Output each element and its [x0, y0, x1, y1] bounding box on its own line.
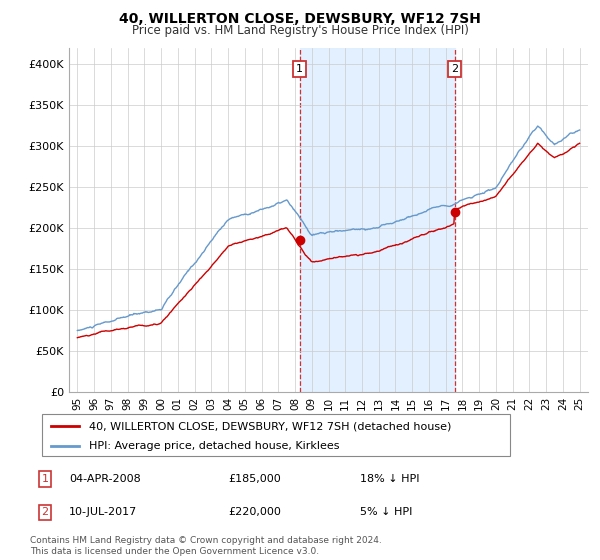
Text: 5% ↓ HPI: 5% ↓ HPI [360, 507, 412, 517]
Text: Contains HM Land Registry data © Crown copyright and database right 2024.
This d: Contains HM Land Registry data © Crown c… [30, 536, 382, 556]
Text: 1: 1 [296, 64, 303, 74]
Text: 1: 1 [41, 474, 49, 484]
Text: 2: 2 [451, 64, 458, 74]
Text: £185,000: £185,000 [228, 474, 281, 484]
Text: 10-JUL-2017: 10-JUL-2017 [69, 507, 137, 517]
Text: 04-APR-2008: 04-APR-2008 [69, 474, 141, 484]
Text: 18% ↓ HPI: 18% ↓ HPI [360, 474, 419, 484]
Text: Price paid vs. HM Land Registry's House Price Index (HPI): Price paid vs. HM Land Registry's House … [131, 24, 469, 37]
Text: 40, WILLERTON CLOSE, DEWSBURY, WF12 7SH (detached house): 40, WILLERTON CLOSE, DEWSBURY, WF12 7SH … [89, 421, 451, 431]
Text: 40, WILLERTON CLOSE, DEWSBURY, WF12 7SH: 40, WILLERTON CLOSE, DEWSBURY, WF12 7SH [119, 12, 481, 26]
Bar [299, 48, 455, 392]
FancyBboxPatch shape [42, 414, 510, 456]
Text: HPI: Average price, detached house, Kirklees: HPI: Average price, detached house, Kirk… [89, 441, 340, 451]
Text: £220,000: £220,000 [228, 507, 281, 517]
Text: 2: 2 [41, 507, 49, 517]
